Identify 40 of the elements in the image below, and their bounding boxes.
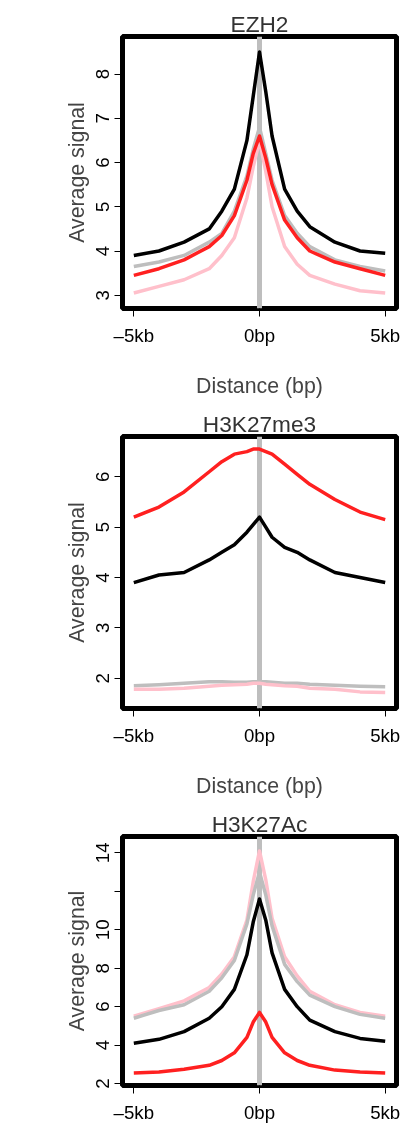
y-tick-label: 4 <box>92 572 114 583</box>
y-tick-label: 3 <box>92 622 114 634</box>
y-tick-label: 8 <box>92 68 114 80</box>
line-series <box>132 897 387 1045</box>
x-tick-label: –5kb <box>113 324 155 346</box>
y-tick-label: 4 <box>92 245 114 257</box>
y-tick-label: 7 <box>92 113 114 124</box>
chart-title: H3K27me3 <box>202 410 317 437</box>
chart-title: H3K27Ac <box>211 810 308 837</box>
line-series <box>132 447 387 522</box>
y-tick-label: 6 <box>92 471 114 482</box>
line-series <box>132 681 387 695</box>
x-tick-label: 0bp <box>243 324 276 346</box>
y-tick-label: 2 <box>92 673 114 684</box>
x-tick-label: –5kb <box>113 1101 155 1123</box>
y-tick-label: 4 <box>92 1039 114 1051</box>
y-tick-label: 5 <box>92 201 114 212</box>
x-tick-label: 5kb <box>370 724 401 746</box>
y-tick-label: 10 <box>92 919 114 941</box>
y-tick-label: 5 <box>92 521 114 533</box>
y-axis-title: Average signal <box>64 890 89 1032</box>
x-tick-label: –5kb <box>113 724 155 746</box>
y-tick-label: 14 <box>92 842 114 864</box>
x-tick-label: 5kb <box>370 324 401 346</box>
line-series <box>132 50 387 258</box>
y-tick-label: 6 <box>92 157 114 168</box>
x-tick-label: 0bp <box>243 1101 276 1123</box>
y-tick-label: 3 <box>92 290 114 301</box>
x-tick-label: 5kb <box>370 1101 401 1123</box>
x-axis-title: Distance (bp) <box>196 373 323 398</box>
y-axis-title: Average signal <box>64 102 89 243</box>
y-axis-title: Average signal <box>64 502 89 643</box>
x-axis-title: Distance (bp) <box>196 773 323 798</box>
chart-title: EZH2 <box>230 10 289 37</box>
y-tick-label: 8 <box>92 963 114 974</box>
line-series <box>132 1010 387 1075</box>
y-tick-label: 6 <box>92 1001 114 1012</box>
x-tick-label: 0bp <box>243 724 276 746</box>
line-series <box>132 515 387 585</box>
y-tick-label: 2 <box>92 1078 114 1089</box>
